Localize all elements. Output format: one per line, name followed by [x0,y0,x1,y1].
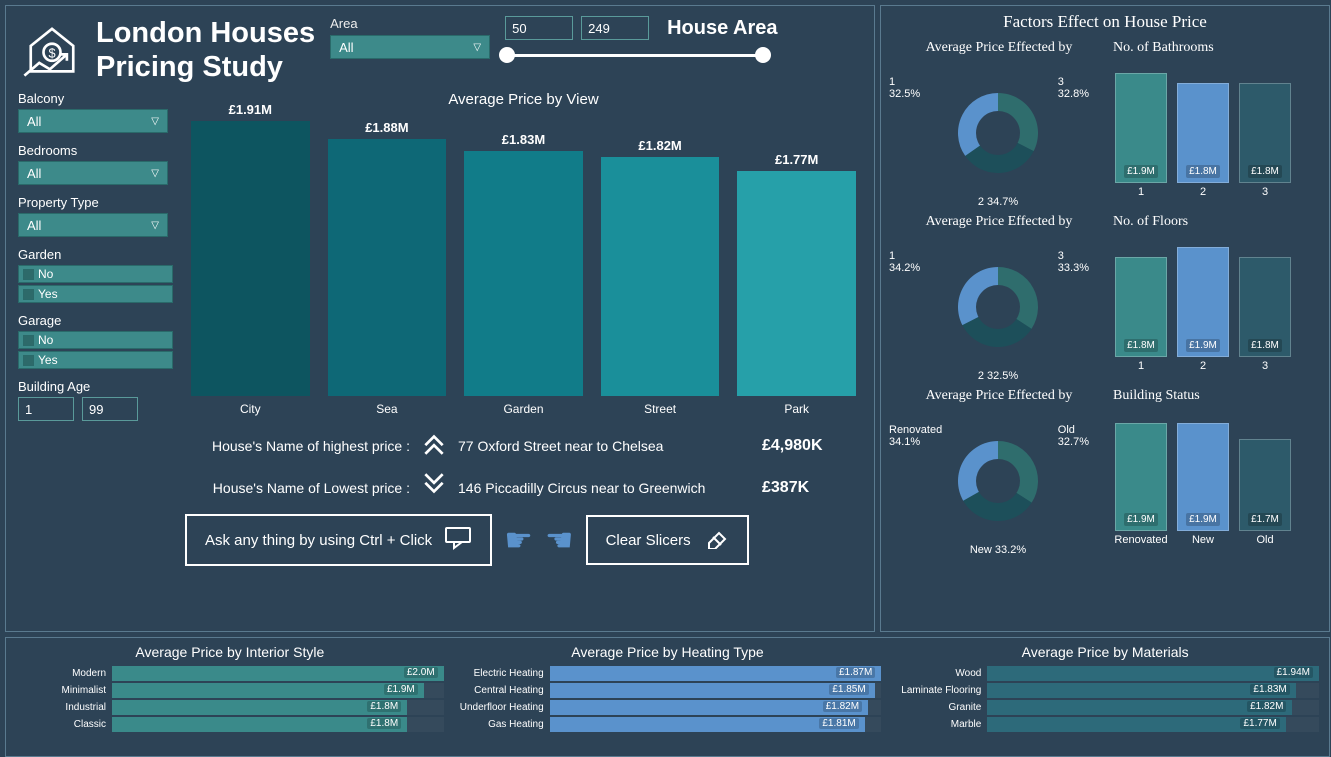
slider-title: House Area [667,17,777,40]
hbar-row: Marble£1.77M [891,717,1319,732]
bedrooms-label: Bedrooms [18,143,173,158]
hbar-row: Underfloor Heating£1.82M [454,700,882,715]
mini-bar: £1.9M1 [1115,73,1167,198]
hbar-row: Industrial£1.8M [16,700,444,715]
view-bar: £1.77MPark [737,152,856,416]
mini-bar: £1.8M2 [1177,83,1229,198]
age-max-input[interactable]: 99 [82,397,138,421]
lowest-label: House's Name of Lowest price : [185,480,410,496]
ask-button[interactable]: Ask any thing by using Ctrl + Click [185,514,492,566]
hand-left-icon: ☚ [545,521,574,559]
garden-option[interactable]: No [18,265,173,283]
balcony-label: Balcony [18,91,173,106]
checkbox-icon [23,335,34,346]
chevron-down-icon: ▽ [473,42,481,53]
garage-option[interactable]: Yes [18,351,173,369]
hbar-row: Central Heating£1.85M [454,683,882,698]
hbar-row: Gas Heating£1.81M [454,717,882,732]
eraser-icon [703,527,729,553]
lowest-price: £387K [762,479,862,497]
bottom-section: Average Price by Heating TypeElectric He… [454,644,882,750]
factor-row: Average Price Effected byBuilding Status… [889,388,1321,556]
factors-title: Factors Effect on House Price [889,12,1321,32]
property-type-dropdown[interactable]: All▽ [18,213,168,237]
view-bar: £1.82MStreet [601,138,720,416]
mini-bar: £1.9MRenovated [1115,423,1167,546]
bottom-section: Average Price by MaterialsWood£1.94MLami… [891,644,1319,750]
bedrooms-dropdown[interactable]: All▽ [18,161,168,185]
mini-bar: £1.8M3 [1239,257,1291,372]
mini-bar-chart: £1.9M1£1.8M2£1.8M3 [1115,68,1321,198]
factors-panel: Factors Effect on House Price Average Pr… [880,5,1330,632]
hbar-row: Granite£1.82M [891,700,1319,715]
filters-sidebar: Balcony All▽ Bedrooms All▽ Property Type… [18,91,173,566]
garden-label: Garden [18,247,173,262]
hbar-row: Minimalist£1.9M [16,683,444,698]
house-price-icon: $ [18,14,86,87]
building-age-label: Building Age [18,379,173,394]
main-panel: $ London Houses Pricing Study Area All▽ [5,5,875,632]
chevrons-down-icon [420,472,448,504]
area-min-input[interactable]: 50 [505,16,573,40]
age-min-input[interactable]: 1 [18,397,74,421]
checkbox-icon [23,355,34,366]
clear-slicers-button[interactable]: Clear Slicers [586,515,749,565]
mini-bar: £1.8M3 [1239,83,1291,198]
area-dropdown[interactable]: All▽ [330,35,490,59]
garage-label: Garage [18,313,173,328]
area-slider[interactable] [505,46,765,64]
chevron-down-icon: ▽ [151,116,159,127]
view-bar: £1.83MGarden [464,132,583,416]
bottom-section: Average Price by Interior StyleModern£2.… [16,644,444,750]
lowest-name: 146 Piccadilly Circus near to Greenwich [458,480,752,496]
view-bar: £1.91MCity [191,102,310,416]
donut-chart: 132.5%332.8%2 34.7% [889,58,1107,208]
svg-text:$: $ [48,46,55,61]
hand-right-icon: ☛ [504,521,533,559]
highest-name: 77 Oxford Street near to Chelsea [458,438,752,454]
area-filter-label: Area [330,16,490,31]
view-bar-chart: £1.91MCity£1.88MSea£1.83MGarden£1.82MStr… [185,116,862,416]
balcony-dropdown[interactable]: All▽ [18,109,168,133]
hbar-row: Classic£1.8M [16,717,444,732]
chevron-down-icon: ▽ [151,220,159,231]
checkbox-icon [23,289,34,300]
property-type-label: Property Type [18,195,173,210]
mini-bar: £1.7MOld [1239,439,1291,546]
garage-option[interactable]: No [18,331,173,349]
garden-option[interactable]: Yes [18,285,173,303]
donut-chart: Renovated34.1%Old32.7%New 33.2% [889,406,1107,556]
hbar-row: Laminate Flooring£1.83M [891,683,1319,698]
donut-chart: 134.2%333.3%2 32.5% [889,232,1107,382]
chat-icon [444,526,472,554]
factor-row: Average Price Effected byNo. of Floors13… [889,214,1321,382]
area-max-input[interactable]: 249 [581,16,649,40]
chevrons-up-icon [420,430,448,462]
mini-bar-chart: £1.9MRenovated£1.9MNew£1.7MOld [1115,416,1321,546]
bottom-panel: Average Price by Interior StyleModern£2.… [5,637,1330,757]
page-title: London Houses Pricing Study [96,17,315,84]
mini-bar: £1.9M2 [1177,247,1229,372]
chevron-down-icon: ▽ [151,168,159,179]
hbar-row: Wood£1.94M [891,666,1319,681]
hbar-row: Electric Heating£1.87M [454,666,882,681]
mini-bar: £1.9MNew [1177,423,1229,546]
highest-price: £4,980K [762,437,862,455]
hbar-row: Modern£2.0M [16,666,444,681]
mini-bar: £1.8M1 [1115,257,1167,372]
factor-row: Average Price Effected byNo. of Bathroom… [889,40,1321,208]
highest-label: House's Name of highest price : [185,438,410,454]
mini-bar-chart: £1.8M1£1.9M2£1.8M3 [1115,242,1321,372]
view-bar: £1.88MSea [328,120,447,416]
checkbox-icon [23,269,34,280]
